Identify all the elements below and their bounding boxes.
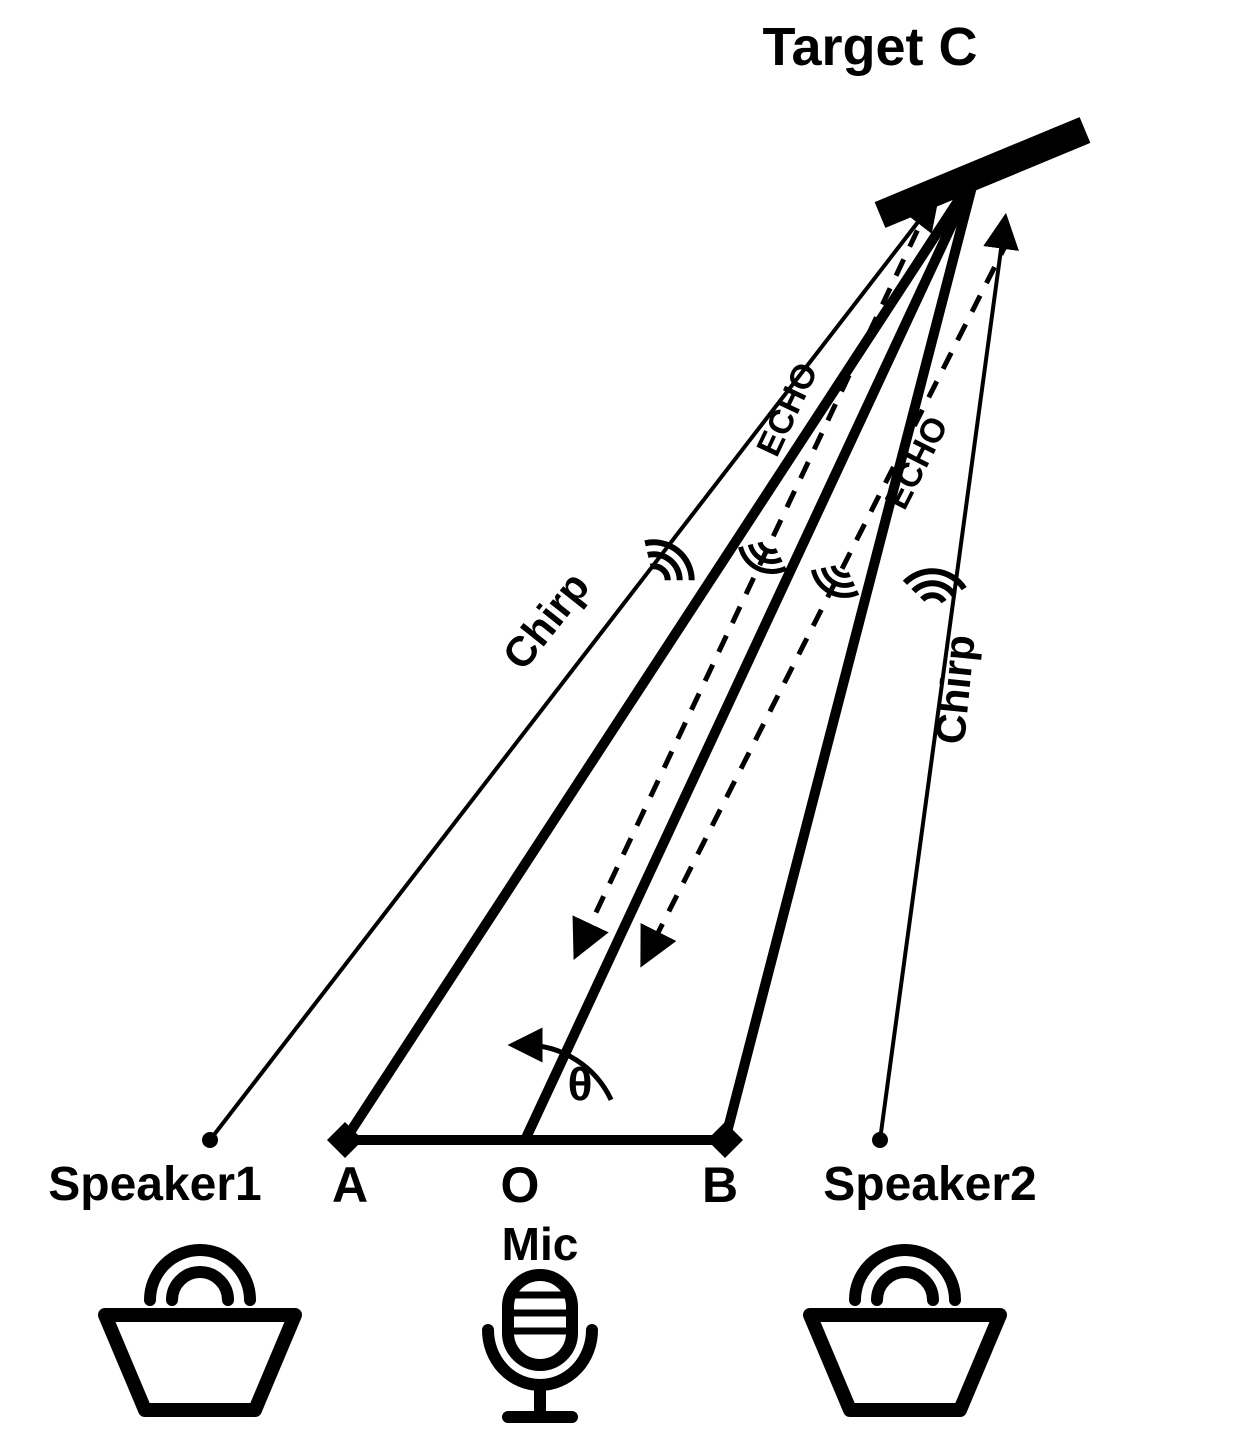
diamond-B [707,1122,743,1158]
speaker2-icon [810,1250,1000,1410]
arrow-s1-c [210,200,935,1140]
mic-icon [488,1275,592,1417]
label-chirp-left: Chirp [493,563,598,678]
label-theta: θ [568,1058,593,1110]
chirp-wave-left [645,542,692,580]
dot-s1 [202,1132,218,1148]
label-O: O [501,1157,540,1213]
line-OC [525,175,975,1140]
target-bar [880,130,1085,215]
echo-left [577,201,931,952]
label-speaker1: Speaker1 [48,1158,262,1211]
label-echo-right: ECHO [878,410,956,515]
label-chirp-right: Chirp [926,633,984,747]
label-speaker2: Speaker2 [823,1158,1037,1211]
label-A: A [332,1157,368,1213]
dot-s2 [872,1132,888,1148]
label-B: B [702,1157,738,1213]
line-AC [345,175,975,1140]
label-mic: Mic [502,1218,579,1270]
echo-wave-right [813,566,858,596]
label-target: Target C [762,17,977,77]
speaker1-icon [105,1250,295,1410]
